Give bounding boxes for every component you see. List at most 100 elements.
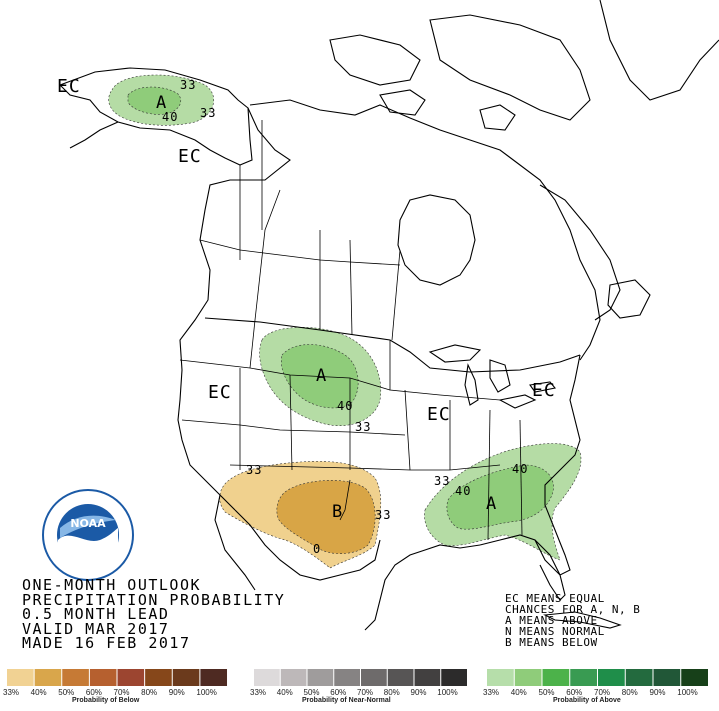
us-east-coast [479, 354, 581, 576]
colorbar-below-tick: 90% [168, 688, 185, 697]
colorbar-normal-tick: 70% [357, 688, 374, 697]
contour-label: 0 [313, 542, 322, 556]
arctic-coast [249, 99, 601, 361]
colorbar-above-tick: 90% [649, 688, 666, 697]
title-line-2: PRECIPITATION PROBABILITY [22, 590, 286, 609]
colorbar-above-swatch [570, 669, 597, 686]
newfoundland [607, 279, 651, 319]
colorbar-below-swatch [117, 669, 145, 686]
contour-label: 33 [180, 78, 197, 92]
lake-huron [489, 359, 511, 393]
colorbar-normal-title: Probability of Near-Normal [302, 697, 391, 704]
colorbar-above-tick: 100% [677, 688, 698, 697]
colorbar-above-title: Probability of Above [553, 697, 621, 704]
ec-alaska-west-label: EC [57, 76, 81, 97]
colorbar-below-tick: 60% [85, 688, 102, 697]
lake-superior [428, 344, 482, 363]
florida [534, 539, 566, 601]
colorbar-below-swatch [200, 669, 228, 686]
colorbar-above-swatch [598, 669, 625, 686]
ec-west-label: EC [208, 382, 232, 403]
category-legend-block: EC MEANS EQUAL CHANCES FOR A, N, B A MEA… [505, 593, 640, 648]
ec-east-label: EC [532, 380, 556, 401]
contour-label: 33 [355, 420, 372, 434]
legend-line-5: B MEANS BELOW [505, 636, 598, 649]
west-coast [177, 107, 291, 511]
colorbar-above-tick: 50% [538, 688, 555, 697]
cuba [543, 611, 622, 629]
colorbar-below-swatch [172, 669, 200, 686]
category-alaska-label: A [156, 93, 167, 113]
contour-label: 33 [246, 463, 263, 477]
contour-label: 33 [375, 508, 392, 522]
noaa-logo: NOAA [42, 489, 134, 581]
lake-michigan [464, 363, 479, 406]
colorbar-above-swatch [625, 669, 653, 686]
colorbar-normal-swatch [441, 669, 467, 686]
colorbar-normal-swatch [361, 669, 387, 686]
colorbar-below-tick: 100% [196, 688, 217, 697]
colorbars [7, 669, 708, 686]
colorbar-normal-tick: 90% [410, 688, 427, 697]
colorbar-normal-tick: 100% [437, 688, 458, 697]
legend-line-4: N MEANS NORMAL [505, 625, 605, 638]
lake-erie [498, 394, 537, 409]
colorbar-above-swatch [487, 669, 514, 686]
noaa-wave-icon [58, 528, 118, 567]
colorbar-above-swatch [514, 669, 542, 686]
colorbar-normal-tick: 60% [330, 688, 347, 697]
colorbar-normal-swatch [334, 669, 360, 686]
title-line-1: ONE-MONTH OUTLOOK [22, 576, 202, 594]
colorbar-above-tick: 60% [566, 688, 583, 697]
contour-label: 33 [434, 474, 451, 488]
contour-label: 33 [200, 106, 217, 120]
arctic-islands [329, 14, 591, 131]
legend-line-1: EC MEANS EQUAL [505, 592, 605, 605]
colorbar-normal-swatch [280, 669, 307, 686]
colorbar-below-title: Probability of Below [72, 697, 140, 704]
colorbar-above-tick: 40% [510, 688, 527, 697]
us-canada-border [204, 317, 581, 373]
title-line-3: 0.5 MONTH LEAD [22, 605, 170, 623]
noaa-logo-text: NOAA [70, 517, 106, 530]
greenland-edge [599, 0, 719, 101]
colorbar-normal-tick: 80% [383, 688, 400, 697]
alaska-peninsula [69, 121, 119, 149]
colorbar-below-swatch [89, 669, 117, 686]
colorbar-below-swatch [34, 669, 62, 686]
contour-label: 40 [455, 484, 472, 498]
southwest-below-40-region [276, 480, 376, 554]
ec-alaska-south-label: EC [178, 146, 202, 167]
contour-label: 40 [337, 399, 354, 413]
colorbar-above-tick: 33% [483, 688, 500, 697]
noaa-bird-icon [60, 515, 116, 538]
colorbar-normal-tick: 33% [250, 688, 267, 697]
category-southeast-label: A [486, 494, 497, 514]
category-northplains-label: A [316, 366, 327, 386]
title-line-5: MADE 16 FEB 2017 [22, 634, 191, 652]
colorbar-normal-tick: 50% [303, 688, 320, 697]
mexico-outline [234, 509, 381, 581]
state-province-borders [179, 120, 523, 541]
lake-ontario [529, 381, 557, 393]
outlook-title-block: ONE-MONTH OUTLOOK PRECIPITATION PROBABIL… [22, 578, 285, 651]
southeast-above-40-region [446, 464, 554, 530]
gulf-coast [364, 544, 481, 631]
colorbar-above-tick: 80% [621, 688, 638, 697]
baja-california [214, 494, 256, 591]
colorbar-above-tick: 70% [594, 688, 611, 697]
category-southwest-label: B [332, 502, 343, 522]
colorbar-below-tick: 70% [113, 688, 130, 697]
colorbar-below-tick: 80% [141, 688, 158, 697]
colorbar-normal-swatch [387, 669, 414, 686]
colorbar-below-tick: 40% [30, 688, 47, 697]
colorbar-below-swatch [7, 669, 34, 686]
title-line-4: VALID MAR 2017 [22, 619, 170, 638]
colorbar-normal-tick: 40% [276, 688, 293, 697]
colorbar-above-swatch [542, 669, 570, 686]
colorbar-normal-swatch [414, 669, 441, 686]
colorbar-below-swatch [145, 669, 172, 686]
colorbar-above-swatch [681, 669, 708, 686]
